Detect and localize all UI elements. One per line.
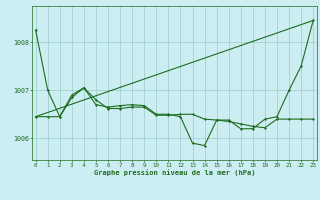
X-axis label: Graphe pression niveau de la mer (hPa): Graphe pression niveau de la mer (hPa) [94, 169, 255, 176]
